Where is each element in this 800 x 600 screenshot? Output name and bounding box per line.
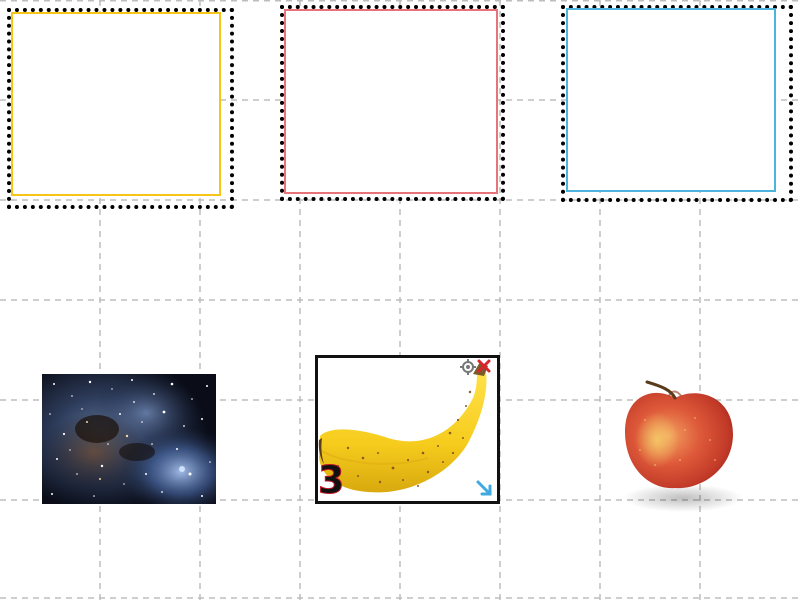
rotate-icon[interactable] [460, 359, 476, 375]
drop-slot-red[interactable] [284, 9, 498, 194]
apple-image[interactable] [585, 350, 765, 525]
drop-slot-blue-frame[interactable] [561, 5, 793, 202]
close-icon[interactable] [476, 358, 492, 374]
item-index-label: 3 [317, 458, 345, 502]
apple-image-graphic [623, 380, 743, 512]
drop-slot-yellow-frame[interactable] [7, 8, 234, 209]
drop-slot-red-frame[interactable] [280, 5, 505, 201]
galaxy-image [42, 374, 216, 504]
drop-slot-yellow[interactable] [11, 12, 221, 196]
drop-slot-blue[interactable] [566, 8, 776, 192]
banana-image[interactable]: 3 [315, 355, 500, 504]
banana-image-graphic [318, 362, 488, 493]
nebula-image[interactable] [42, 374, 216, 504]
resize-arrow-icon[interactable] [475, 479, 495, 499]
